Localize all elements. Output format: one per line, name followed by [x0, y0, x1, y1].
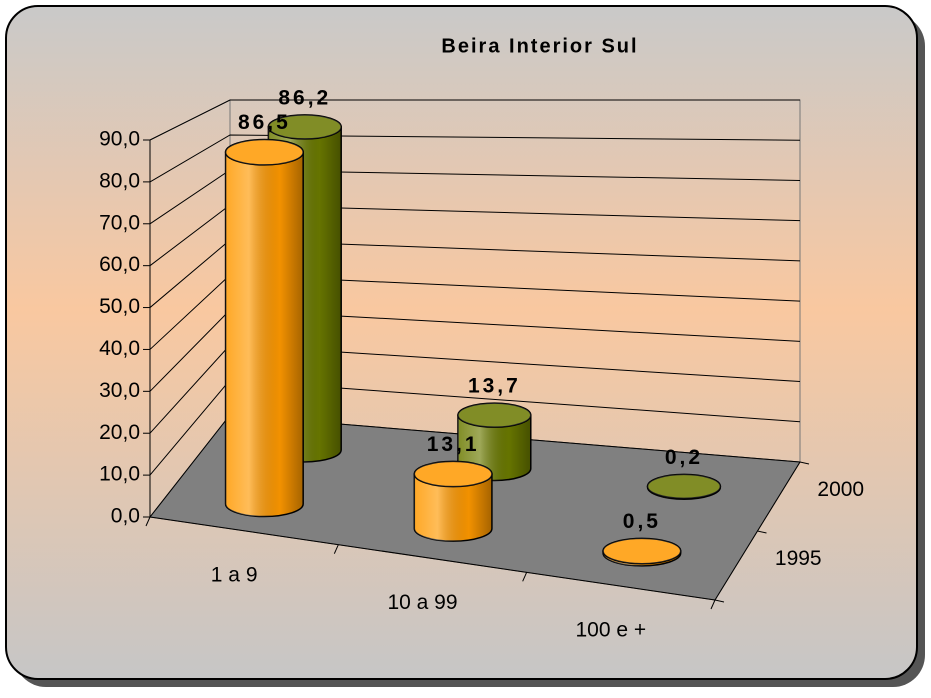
depth-tick	[714, 599, 725, 603]
bar-shade	[414, 473, 492, 542]
bar	[224, 138, 304, 518]
y-tick-label: 40,0	[99, 337, 140, 360]
chart-title: Beira Interior Sul	[441, 35, 638, 57]
y-tick-label: 70,0	[99, 211, 140, 234]
y-tick-label: 60,0	[99, 253, 140, 276]
bar-top-light	[457, 403, 531, 428]
depth-tick	[757, 530, 767, 534]
bar-top-light	[268, 114, 342, 139]
y-tick-label: 50,0	[99, 295, 140, 318]
y-tick-label: 20,0	[99, 421, 140, 444]
y-tick-label: 0,0	[111, 505, 140, 528]
y-tick-label: 80,0	[99, 169, 140, 192]
bar-top	[457, 402, 532, 428]
x-tick	[710, 599, 716, 610]
bar-top	[267, 114, 342, 140]
bar-top-light	[414, 461, 492, 487]
bar	[602, 537, 682, 567]
bar-top	[413, 460, 493, 488]
value-label: 86,2	[278, 86, 331, 109]
bar-top	[646, 473, 722, 500]
value-label: 0,5	[623, 510, 661, 533]
y-tick-label: 30,0	[99, 379, 140, 402]
x-tick	[145, 516, 151, 527]
grid-line	[149, 134, 801, 183]
x-tick-label: 100 e +	[576, 619, 647, 642]
bar-shade	[225, 152, 304, 517]
grid-line	[149, 99, 800, 141]
bar-top-light	[647, 474, 721, 499]
x-tick-label: 1 a 9	[211, 563, 258, 586]
value-label: 13,7	[468, 375, 521, 398]
x-tick	[522, 572, 528, 582]
value-label: 0,2	[665, 446, 703, 469]
bar-top	[602, 537, 682, 565]
category-axis	[149, 516, 716, 601]
x-tick-label: 10 a 99	[387, 591, 457, 614]
depth-tick	[799, 461, 810, 465]
bar-top-light	[603, 538, 681, 564]
depth-label: 1995	[775, 547, 822, 570]
y-tick-label: 90,0	[99, 128, 140, 151]
x-tick	[333, 544, 339, 554]
value-label: 86,5	[238, 111, 291, 134]
bar	[413, 460, 493, 542]
depth-label: 2000	[817, 478, 864, 501]
y-tick-label: 10,0	[99, 463, 140, 486]
bar	[646, 473, 722, 500]
bar-top	[224, 138, 304, 166]
value-label: 13,1	[427, 433, 480, 456]
chart-area	[5, 5, 918, 680]
bar-top-light	[225, 139, 304, 165]
